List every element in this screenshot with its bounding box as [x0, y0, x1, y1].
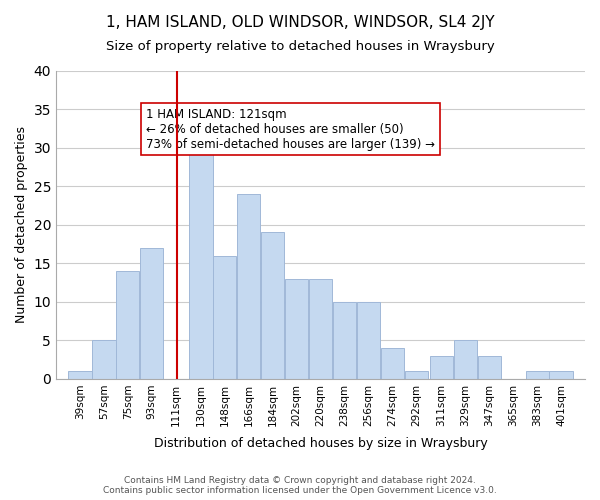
Bar — [357, 302, 380, 379]
Bar — [92, 340, 116, 379]
Bar — [526, 371, 549, 379]
Bar — [261, 232, 284, 379]
Bar — [333, 302, 356, 379]
Text: 1 HAM ISLAND: 121sqm
← 26% of detached houses are smaller (50)
73% of semi-detac: 1 HAM ISLAND: 121sqm ← 26% of detached h… — [146, 108, 435, 150]
Bar — [213, 256, 236, 379]
Text: 1, HAM ISLAND, OLD WINDSOR, WINDSOR, SL4 2JY: 1, HAM ISLAND, OLD WINDSOR, WINDSOR, SL4… — [106, 15, 494, 30]
Text: Size of property relative to detached houses in Wraysbury: Size of property relative to detached ho… — [106, 40, 494, 53]
Text: Contains HM Land Registry data © Crown copyright and database right 2024.
Contai: Contains HM Land Registry data © Crown c… — [103, 476, 497, 495]
Bar — [116, 271, 139, 379]
Bar — [309, 278, 332, 379]
X-axis label: Distribution of detached houses by size in Wraysbury: Distribution of detached houses by size … — [154, 437, 487, 450]
Bar — [454, 340, 477, 379]
Bar — [478, 356, 501, 379]
Bar — [237, 194, 260, 379]
Bar — [68, 371, 92, 379]
Bar — [550, 371, 573, 379]
Y-axis label: Number of detached properties: Number of detached properties — [15, 126, 28, 323]
Bar — [430, 356, 453, 379]
Bar — [189, 140, 212, 379]
Bar — [380, 348, 404, 379]
Bar — [140, 248, 163, 379]
Bar — [285, 278, 308, 379]
Bar — [404, 371, 428, 379]
